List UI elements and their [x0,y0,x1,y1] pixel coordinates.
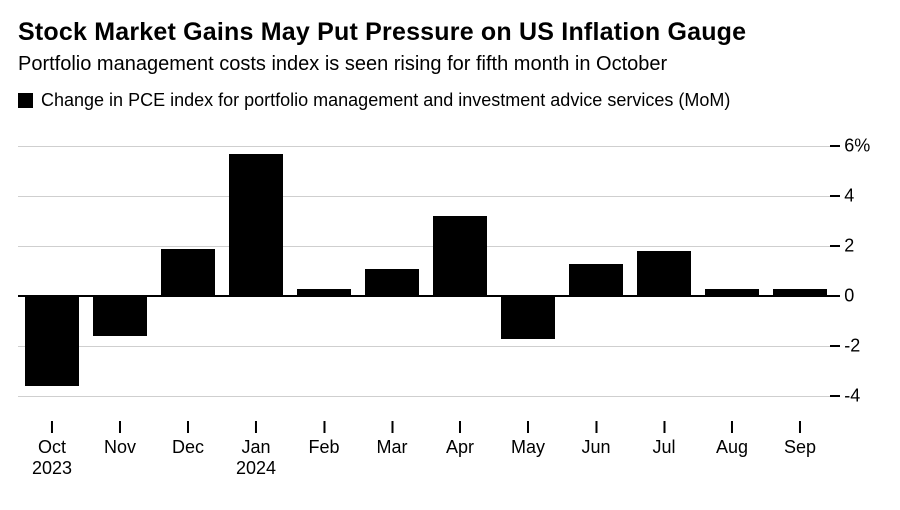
y-tick-mark [830,145,840,147]
bar [161,249,214,297]
bar [637,251,690,296]
y-tick-label: -2 [844,336,860,357]
x-tick: Oct2023 [32,421,72,479]
x-tick: Nov [104,421,136,458]
y-tick-mark [830,245,840,247]
bar [297,289,350,297]
x-tick: Dec [172,421,204,458]
x-tick-label: Jan [241,437,270,458]
x-tick-year: 2024 [236,458,276,479]
x-tick: Aug [716,421,748,458]
x-tick-label: Nov [104,437,136,458]
y-tick-mark [830,295,840,297]
chart-container: Stock Market Gains May Put Pressure on U… [0,0,900,501]
gridline [18,146,830,147]
x-tick-mark [187,421,189,433]
x-tick: Jun [581,421,610,458]
x-tick-label: Jul [652,437,675,458]
x-tick-mark [323,421,325,433]
legend: Change in PCE index for portfolio manage… [18,90,886,111]
bar [773,289,826,297]
gridline [18,196,830,197]
bar [25,296,78,386]
y-tick-label: 6% [844,136,870,157]
y-tick-label: -4 [844,386,860,407]
x-tick-mark [527,421,529,433]
bar [569,264,622,297]
x-tick-label: Oct [38,437,66,458]
x-tick-label: Feb [308,437,339,458]
x-tick-label: Jun [581,437,610,458]
x-tick-mark [391,421,393,433]
x-tick-mark [51,421,53,433]
x-tick-label: Mar [377,437,408,458]
legend-label: Change in PCE index for portfolio manage… [41,90,730,111]
x-tick: Jan2024 [236,421,276,479]
x-tick-mark [663,421,665,433]
bar [365,269,418,297]
gridline [18,246,830,247]
x-tick-label: Apr [446,437,474,458]
bar [705,289,758,297]
x-tick: Feb [308,421,339,458]
x-tick-mark [799,421,801,433]
x-tick-mark [731,421,733,433]
x-tick-label: Aug [716,437,748,458]
bar [501,296,554,339]
y-tick-mark [830,195,840,197]
x-tick-year: 2023 [32,458,72,479]
chart-subtitle: Portfolio management costs index is seen… [18,53,886,76]
legend-swatch [18,93,33,108]
gridline [18,396,830,397]
y-tick-label: 4 [844,186,854,207]
bar [93,296,146,336]
bar [229,154,282,297]
x-tick: Apr [446,421,474,458]
x-tick-mark [595,421,597,433]
x-tick-mark [119,421,121,433]
x-tick: Sep [784,421,816,458]
x-tick-label: Sep [784,437,816,458]
y-axis: -4 -2 0 2 4 6% [830,121,886,421]
x-tick: Mar [377,421,408,458]
x-tick-label: Dec [172,437,204,458]
y-tick-mark [830,395,840,397]
x-tick: Jul [652,421,675,458]
x-tick: May [511,421,545,458]
y-tick-mark [830,345,840,347]
y-tick-label: 2 [844,236,854,257]
chart-title: Stock Market Gains May Put Pressure on U… [18,18,886,47]
bar [433,216,486,296]
x-axis: Oct2023 Nov Dec Jan2024 Feb Mar Apr May Jun Jul Au… [18,421,830,491]
gridline [18,346,830,347]
y-tick-label: 0 [844,286,854,307]
x-tick-label: May [511,437,545,458]
x-tick-mark [459,421,461,433]
x-tick-mark [255,421,257,433]
plot-area [18,121,830,421]
